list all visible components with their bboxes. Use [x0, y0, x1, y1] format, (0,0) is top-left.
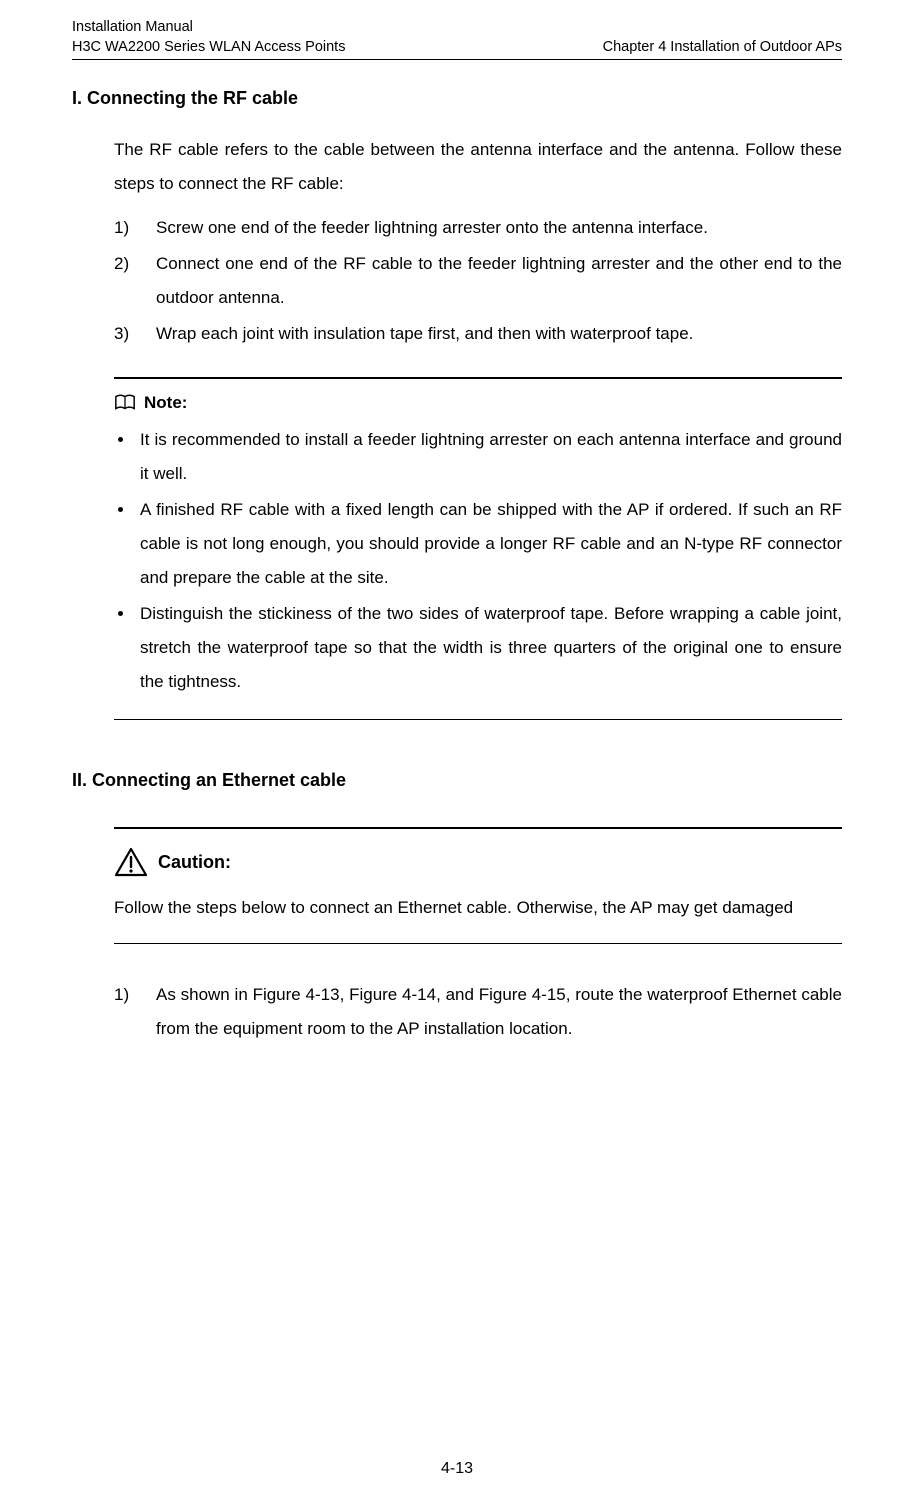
section-1-step-3: Wrap each joint with insulation tape fir…: [114, 317, 842, 351]
header-left-line1: Installation Manual: [72, 18, 345, 38]
section-2-step-1-text: As shown in Figure 4-13, Figure 4-14, an…: [156, 985, 842, 1038]
note-head: Note:: [114, 393, 842, 413]
note-items: It is recommended to install a feeder li…: [114, 423, 842, 699]
section-2-steps: 1) As shown in Figure 4-13, Figure 4-14,…: [72, 978, 842, 1046]
page-root: Installation Manual H3C WA2200 Series WL…: [0, 0, 914, 1510]
section-1-intro: The RF cable refers to the cable between…: [72, 133, 842, 201]
caution-text: Follow the steps below to connect an Eth…: [114, 891, 842, 925]
caution-box: Caution: Follow the steps below to conne…: [114, 827, 842, 944]
header-right: Chapter 4 Installation of Outdoor APs: [603, 38, 842, 58]
note-item-1: It is recommended to install a feeder li…: [114, 423, 842, 491]
note-item-2: A finished RF cable with a fixed length …: [114, 493, 842, 595]
page-body: I. Connecting the RF cable The RF cable …: [72, 60, 842, 1046]
note-box: Note: It is recommended to install a fee…: [114, 377, 842, 720]
section-2-step-1-num: 1): [114, 978, 129, 1012]
section-1-steps: Screw one end of the feeder lightning ar…: [72, 211, 842, 351]
section-1-heading: I. Connecting the RF cable: [72, 88, 842, 109]
header-left-line2: H3C WA2200 Series WLAN Access Points: [72, 38, 345, 58]
note-item-3: Distinguish the stickiness of the two si…: [114, 597, 842, 699]
caution-head: Caution:: [114, 847, 842, 877]
header-right-line: Chapter 4 Installation of Outdoor APs: [603, 38, 842, 58]
note-label: Note:: [144, 393, 187, 413]
caution-label: Caution:: [158, 852, 231, 873]
page-footer: 4-13: [0, 1460, 914, 1478]
book-icon: [114, 393, 136, 413]
section-2-heading: II. Connecting an Ethernet cable: [72, 770, 842, 791]
section-1-step-1: Screw one end of the feeder lightning ar…: [114, 211, 842, 245]
header-left: Installation Manual H3C WA2200 Series WL…: [72, 18, 345, 57]
warning-triangle-icon: [114, 847, 148, 877]
page-number: 4-13: [441, 1460, 473, 1477]
running-header: Installation Manual H3C WA2200 Series WL…: [72, 18, 842, 60]
section-1-step-2: Connect one end of the RF cable to the f…: [114, 247, 842, 315]
section-2-step-1: 1) As shown in Figure 4-13, Figure 4-14,…: [114, 978, 842, 1046]
